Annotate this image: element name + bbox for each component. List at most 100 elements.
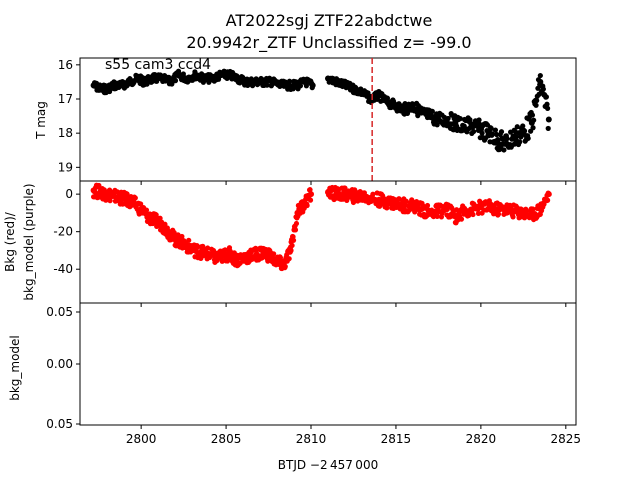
data-point — [434, 122, 440, 128]
data-point — [143, 207, 150, 213]
data-point — [309, 80, 315, 86]
xlabel: BTJD −2 457 000 — [278, 458, 378, 472]
data-point — [286, 78, 293, 84]
data-point — [384, 95, 391, 101]
data-point — [303, 83, 310, 89]
data-point — [545, 190, 551, 196]
data-point — [424, 202, 431, 209]
data-point — [449, 121, 455, 127]
data-point — [537, 72, 543, 79]
data-point — [544, 101, 550, 107]
data-point — [504, 136, 510, 142]
data-point — [531, 117, 537, 123]
y-tick-label: -40 — [53, 262, 73, 276]
data-point — [127, 76, 134, 83]
x-tick-label: 2820 — [466, 432, 497, 446]
data-point — [520, 123, 526, 129]
chart-title-line2: 20.9942r_ZTF Unclassified z= -99.0 — [186, 33, 471, 53]
data-point — [540, 86, 546, 92]
data-point — [492, 127, 499, 133]
data-point — [517, 139, 523, 145]
data-point — [533, 102, 539, 108]
data-point — [309, 85, 315, 91]
data-point — [138, 201, 144, 207]
data-point — [289, 242, 295, 249]
data-point — [535, 77, 542, 83]
data-point — [186, 237, 192, 243]
data-point — [514, 124, 520, 130]
panel-tmag: 16 17 18 19 — [58, 57, 577, 185]
data-point — [172, 78, 179, 84]
data-point — [545, 105, 551, 111]
x-tick-label: 2805 — [211, 432, 242, 446]
data-point — [545, 197, 551, 203]
data-point — [179, 233, 185, 240]
data-point — [287, 249, 293, 255]
x-tick-label: 2815 — [381, 432, 412, 446]
y-tick-label: 0.00 — [46, 357, 73, 371]
data-point — [495, 211, 502, 217]
data-point — [534, 97, 540, 104]
data-point — [293, 220, 300, 227]
data-point — [470, 128, 477, 135]
data-point — [224, 75, 230, 81]
data-point — [107, 198, 113, 204]
ylabel-bkg-line2: bkg_model (purple) — [22, 183, 36, 300]
data-point — [514, 134, 520, 140]
x-tick-label: 2825 — [551, 432, 582, 446]
data-point — [409, 101, 415, 107]
data-point — [445, 115, 451, 122]
y-tick-label: 0.05 — [46, 417, 73, 431]
chart-title-line1: AT2022sgj ZTF22abdctwe — [226, 11, 433, 30]
data-point — [370, 191, 376, 197]
data-point — [492, 205, 499, 212]
sector-annotation: s55 cam3 ccd4 — [105, 57, 211, 73]
y-tick-label: 16 — [58, 58, 73, 72]
data-point — [114, 189, 120, 195]
y-tick-label: 18 — [58, 126, 73, 140]
data-point — [96, 182, 102, 189]
x-tick-label: 2800 — [126, 432, 157, 446]
data-point — [479, 130, 485, 136]
panel-bkg-model: 0.05 0.00 0.05 — [46, 302, 577, 431]
y-tick-label: 17 — [58, 92, 73, 106]
data-point — [457, 116, 463, 122]
ylabel-bkg-line1: Bkg (red)/ — [3, 211, 17, 272]
data-point — [415, 113, 421, 119]
data-point — [304, 202, 310, 209]
data-point — [521, 128, 528, 134]
data-point — [518, 134, 524, 140]
data-point — [489, 131, 496, 137]
panel-frame — [79, 302, 577, 426]
data-point — [132, 195, 138, 201]
data-point — [175, 232, 181, 238]
y-tick-label: 0.05 — [46, 305, 73, 319]
data-point — [545, 116, 552, 123]
data-point — [292, 227, 299, 233]
x-axis: 2800 2805 2810 2815 2820 2825 — [126, 432, 581, 446]
y-tick-label: 0 — [65, 187, 73, 201]
y-tick-label: 19 — [58, 160, 73, 174]
x-tick-label: 2810 — [296, 432, 327, 446]
data-point — [543, 94, 549, 100]
data-point — [494, 131, 500, 138]
y-tick-label: -20 — [53, 225, 73, 239]
data-point — [282, 263, 288, 270]
data-point — [434, 213, 440, 220]
data-point — [384, 205, 390, 211]
data-point — [530, 206, 536, 212]
data-point — [286, 256, 292, 262]
panel-bkg: 0 -20 -40 — [53, 180, 577, 307]
data-point — [510, 214, 516, 220]
ylabel-bkgmodel: bkg_model — [8, 335, 22, 401]
data-point — [290, 237, 297, 243]
data-point — [307, 197, 314, 203]
data-point — [297, 83, 304, 89]
data-point — [501, 147, 507, 153]
data-point — [271, 251, 277, 257]
data-point — [194, 244, 201, 250]
data-point — [381, 196, 388, 202]
data-point — [525, 135, 531, 141]
data-point — [458, 216, 465, 222]
